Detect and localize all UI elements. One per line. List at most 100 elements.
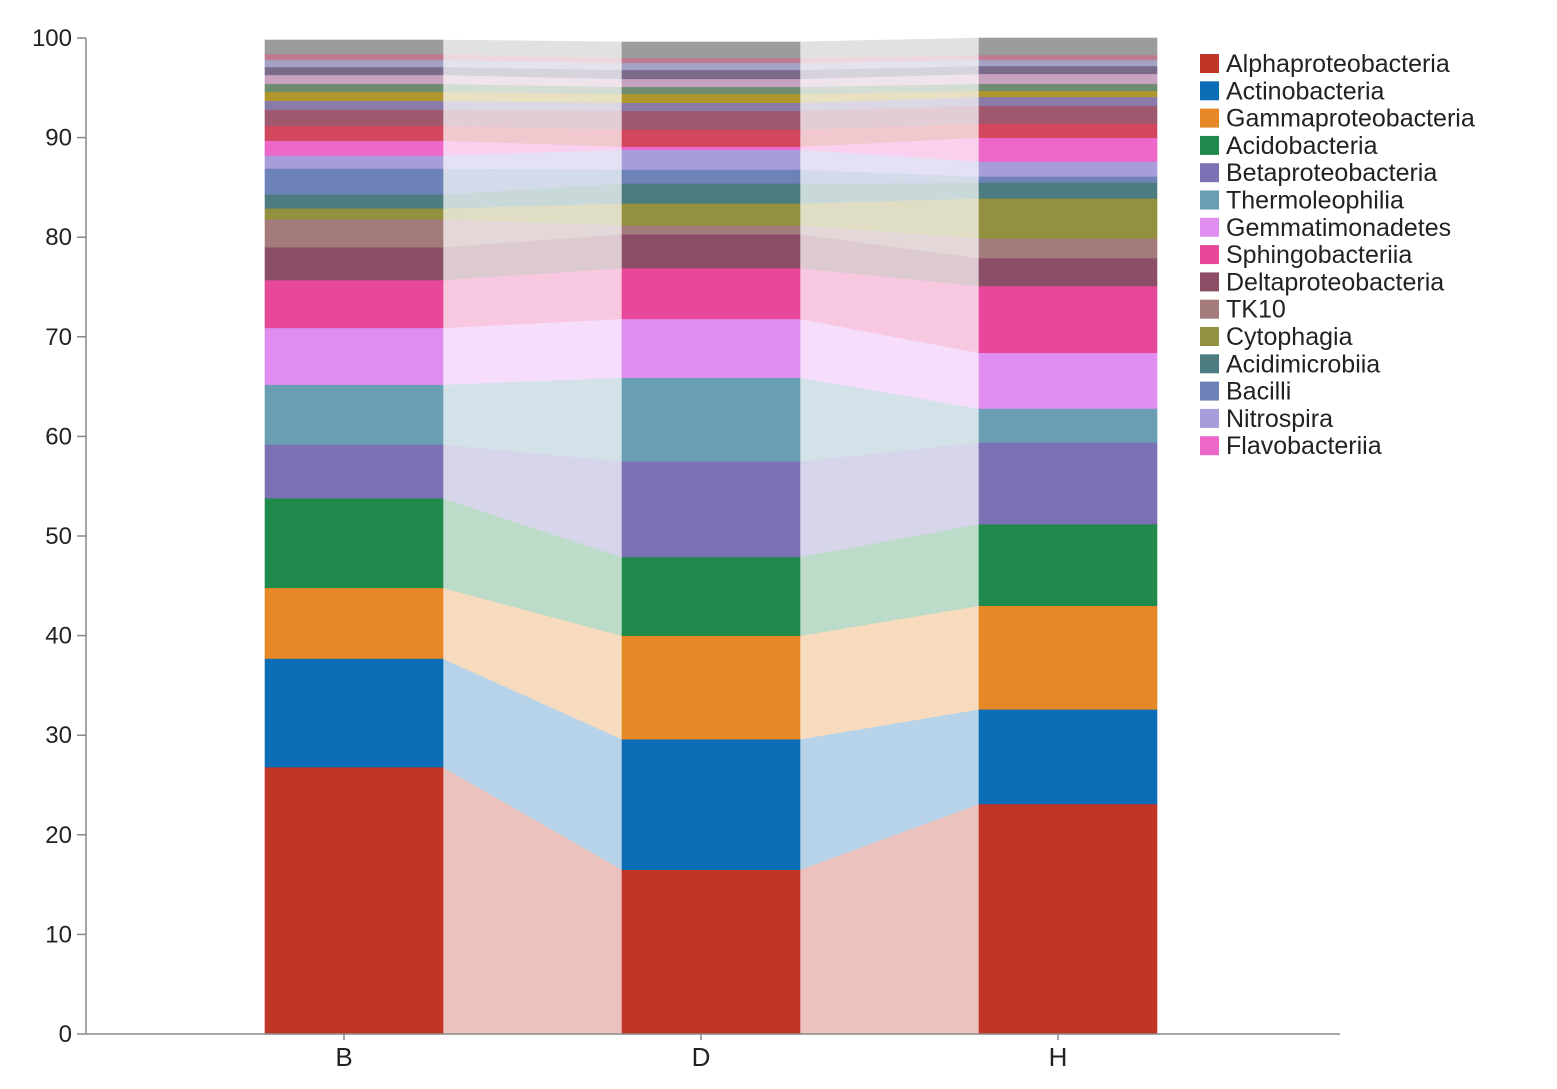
bar-segment-other-18-b xyxy=(264,91,444,102)
legend-label-sphingobacteriia: Sphingobacteriia xyxy=(1226,241,1412,269)
legend-swatch-acidimicrobiia xyxy=(1200,354,1219,374)
bar-segment-gemmatimonadetes-d xyxy=(621,318,801,378)
legend-label-tk10: TK10 xyxy=(1226,296,1286,324)
bar-segment-flavobacteriia-d xyxy=(621,146,801,150)
y-tick-label: 30 xyxy=(45,722,72,749)
bar-segment-bacilli-b xyxy=(264,168,444,195)
bar-segment-gammaproteobacteria-d xyxy=(621,635,801,740)
bar-segment-other-16-h xyxy=(978,105,1158,124)
legend-swatch-alphaproteobacteria xyxy=(1200,54,1219,73)
legend-swatch-bacilli xyxy=(1200,381,1219,401)
legend-swatch-nitrospira xyxy=(1200,408,1219,428)
bar-segment-other-22-h xyxy=(978,59,1158,67)
legend-label-alphaproteobacteria: Alphaproteobacteria xyxy=(1226,50,1450,78)
legend-swatch-deltaproteobacteria xyxy=(1200,272,1219,292)
bar-segment-acidobacteria-h xyxy=(978,523,1158,607)
bars xyxy=(264,37,1158,1035)
legend-label-bacilli: Bacilli xyxy=(1226,378,1291,406)
bar-segment-acidimicrobiia-h xyxy=(978,182,1158,199)
bar-segment-alphaproteobacteria-d xyxy=(621,869,801,1035)
legend-swatch-gammaproteobacteria xyxy=(1200,108,1219,128)
legend-label-nitrospira: Nitrospira xyxy=(1226,405,1333,433)
bar-segment-other-21-h xyxy=(978,65,1158,75)
legend-swatch-betaproteobacteria xyxy=(1200,163,1219,183)
y-tick-label: 50 xyxy=(45,523,72,550)
bar-segment-gammaproteobacteria-b xyxy=(264,587,444,659)
bar-segment-other-23-h xyxy=(978,54,1158,61)
legend-label-cytophagia: Cytophagia xyxy=(1226,323,1353,351)
legend-label-acidobacteria: Acidobacteria xyxy=(1226,132,1378,160)
y-tick-label: 90 xyxy=(45,125,72,152)
legend-label-deltaproteobacteria: Deltaproteobacteria xyxy=(1226,268,1444,296)
connector-band-other-24-1 xyxy=(799,37,980,59)
bar-segment-other-20-d xyxy=(621,78,801,88)
bar-segment-alphaproteobacteria-b xyxy=(264,766,444,1035)
bar-segment-acidobacteria-b xyxy=(264,497,444,589)
bar-segment-actinobacteria-h xyxy=(978,709,1158,805)
bar-segment-tk10-d xyxy=(621,224,801,235)
bar-segment-nitrospira-d xyxy=(621,149,801,170)
bar-segment-other-15-d xyxy=(621,129,801,147)
bar-segment-betaproteobacteria-d xyxy=(621,460,801,558)
bar-segment-other-15-h xyxy=(978,123,1158,138)
bar-segment-deltaproteobacteria-h xyxy=(978,257,1158,287)
y-tick-label: 40 xyxy=(45,623,72,650)
bar-segment-nitrospira-b xyxy=(264,155,444,169)
bar-segment-other-24-h xyxy=(978,37,1158,56)
x-category-label-d: D xyxy=(692,1042,711,1072)
legend-label-betaproteobacteria: Betaproteobacteria xyxy=(1226,159,1437,187)
bar-segment-actinobacteria-b xyxy=(264,658,444,768)
legend-swatch-thermoleophilia xyxy=(1200,190,1219,210)
bar-segment-other-19-d xyxy=(621,86,801,95)
bar-segment-bacilli-d xyxy=(621,169,801,184)
bar-segment-nitrospira-h xyxy=(978,161,1158,177)
bar-segment-other-19-b xyxy=(264,83,444,93)
bar-segment-sphingobacteriia-h xyxy=(978,285,1158,354)
legend-label-thermoleophilia: Thermoleophilia xyxy=(1226,187,1404,215)
y-tick-label: 70 xyxy=(45,324,72,351)
bar-segment-other-17-h xyxy=(978,96,1158,107)
bar-segment-other-23-d xyxy=(621,57,801,64)
bar-segment-thermoleophilia-b xyxy=(264,384,444,445)
bar-segment-betaproteobacteria-b xyxy=(264,444,444,499)
bar-segment-other-15-b xyxy=(264,125,444,141)
y-tick-label: 10 xyxy=(45,921,72,948)
connector-bands xyxy=(442,37,980,1035)
bar-segment-flavobacteriia-b xyxy=(264,140,444,156)
bar-segment-gemmatimonadetes-b xyxy=(264,327,444,385)
y-ticks: 0 10 20 30 40 50 60 70 80 90 100 xyxy=(32,25,86,1048)
bar-segment-sphingobacteriia-b xyxy=(264,279,444,329)
bar-segment-other-24-b xyxy=(264,39,444,55)
bar-segment-other-22-b xyxy=(264,59,444,68)
legend-swatch-actinobacteria xyxy=(1200,81,1219,101)
x-category-label-b: B xyxy=(335,1042,352,1072)
bar-segment-other-16-d xyxy=(621,110,801,130)
bar-segment-other-23-b xyxy=(264,53,444,61)
bar-segment-deltaproteobacteria-b xyxy=(264,246,444,281)
bar-segment-flavobacteriia-h xyxy=(978,137,1158,162)
bar-segment-betaproteobacteria-h xyxy=(978,442,1158,525)
bar-segment-alphaproteobacteria-h xyxy=(978,803,1158,1035)
x-category-label-h: H xyxy=(1049,1042,1068,1072)
legend-label-actinobacteria: Actinobacteria xyxy=(1226,77,1385,105)
bar-segment-deltaproteobacteria-d xyxy=(621,233,801,269)
legend-swatch-acidobacteria xyxy=(1200,135,1219,155)
bar-segment-other-17-b xyxy=(264,100,444,111)
bar-segment-acidimicrobiia-b xyxy=(264,194,444,209)
legend-swatch-cytophagia xyxy=(1200,327,1219,346)
bar-segment-other-21-d xyxy=(621,69,801,80)
bar-segment-bacilli-h xyxy=(978,176,1158,183)
legend-label-gemmatimonadetes: Gemmatimonadetes xyxy=(1226,214,1451,242)
y-tick-label: 60 xyxy=(45,423,72,450)
bar-segment-cytophagia-h xyxy=(978,198,1158,239)
bar-segment-other-20-h xyxy=(978,73,1158,85)
legend-swatch-flavobacteriia xyxy=(1200,436,1219,456)
bar-segment-gammaproteobacteria-h xyxy=(978,605,1158,710)
bar-segment-other-16-b xyxy=(264,109,444,126)
bar-segment-other-21-b xyxy=(264,66,444,76)
bar-segment-cytophagia-d xyxy=(621,203,801,226)
bar-segment-cytophagia-b xyxy=(264,208,444,220)
bar-segment-other-19-h xyxy=(978,83,1158,92)
